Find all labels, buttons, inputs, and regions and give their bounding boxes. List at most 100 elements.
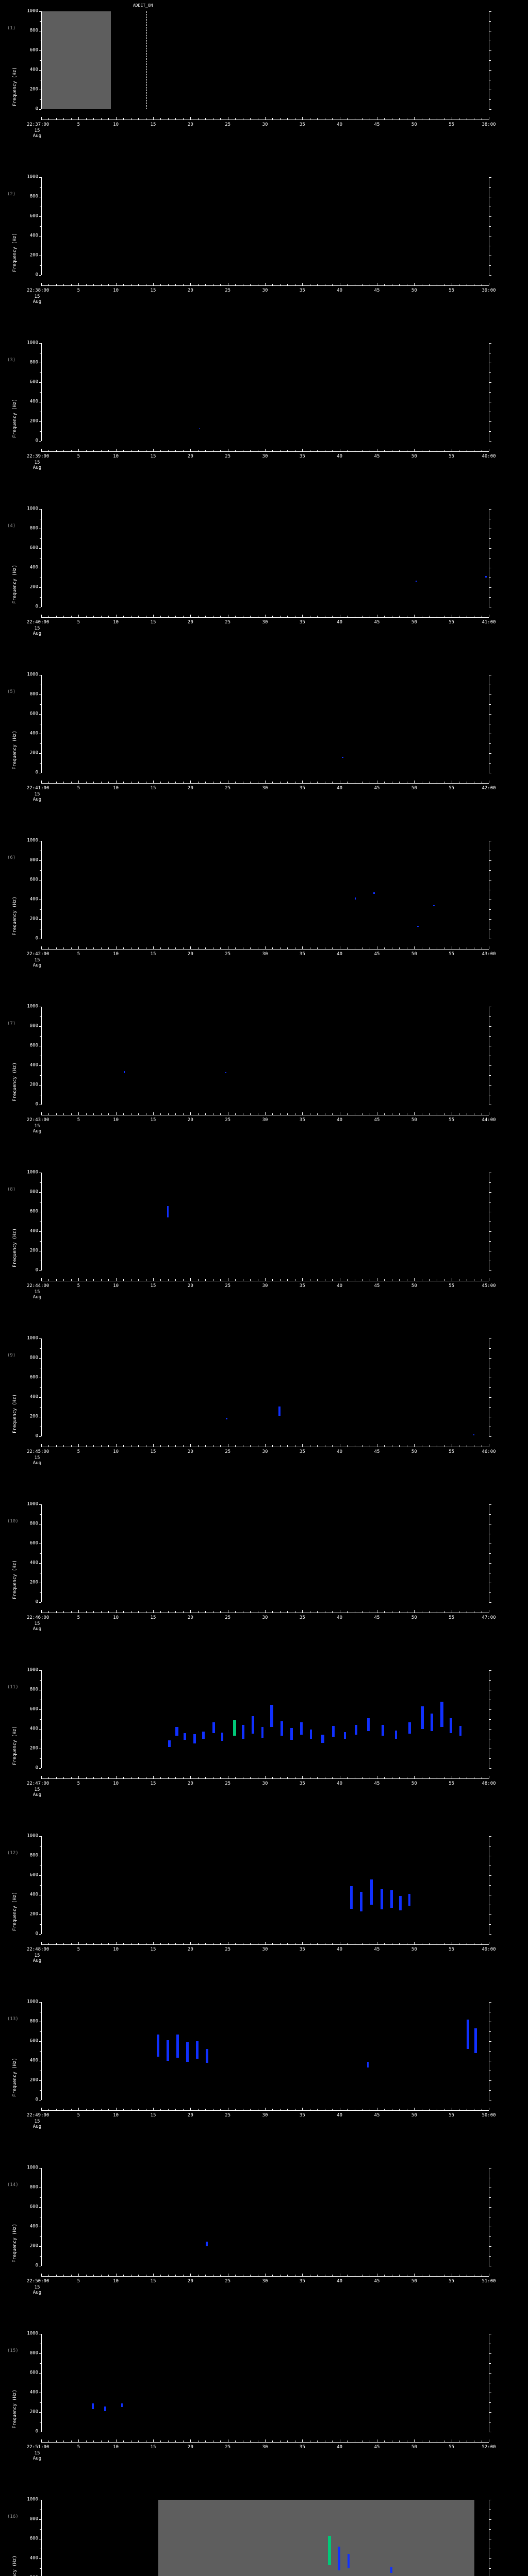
x-axis-tick-label: 10 (113, 952, 119, 957)
x-tick-minor (56, 947, 57, 949)
x-tick-major (265, 1776, 266, 1778)
y-tick-right (489, 548, 491, 549)
y-tick-minor (40, 431, 41, 432)
y-tick-right (489, 2246, 491, 2247)
y-tick-label: 400 (29, 399, 38, 404)
x-tick-major (153, 2439, 154, 2442)
y-tick (39, 216, 41, 217)
x-tick-minor (347, 1777, 348, 1778)
x-tick-minor (384, 1943, 385, 1944)
x-tick-minor (71, 1113, 72, 1115)
x-axis-tick-label: 5 (77, 2445, 80, 2450)
x-tick-minor (205, 1113, 206, 1115)
x-axis-tick-label: 5 (77, 122, 80, 127)
plot-area (41, 1338, 489, 1436)
y-tick-right (489, 1270, 491, 1271)
x-tick-minor (287, 118, 288, 120)
y-tick-right (489, 2412, 491, 2413)
x-tick-minor (86, 782, 87, 783)
x-tick-minor (101, 1113, 102, 1115)
x-tick-minor (317, 1445, 318, 1447)
x-axis-tick-label: 50 (411, 1615, 417, 1620)
y-tick-minor (40, 1885, 41, 1886)
x-tick-minor (63, 782, 64, 783)
panel-10: (10) Frequency (Hz) 0 200 400 600 800 1000 22:46… (0, 1493, 528, 1659)
x-tick-minor (175, 1279, 176, 1281)
x-tick-major (116, 1942, 117, 1944)
annotation-line (146, 11, 147, 109)
x-tick-minor (220, 782, 221, 783)
x-tick-minor (63, 2275, 64, 2276)
y-tick-label: 0 (35, 2429, 38, 2434)
x-tick-major (414, 117, 415, 120)
x-axis-date-month: Aug (32, 1958, 42, 1963)
x-tick-minor (183, 1279, 184, 1281)
y-tick (39, 694, 41, 695)
x-axis-tick-label: 5 (77, 288, 80, 293)
y-tick-label: 200 (29, 584, 38, 590)
x-tick-minor (399, 616, 400, 617)
x-tick-minor (347, 616, 348, 617)
y-axis-spine (41, 1670, 42, 1768)
x-tick-minor (138, 947, 139, 949)
x-tick-major (78, 1444, 79, 1447)
x-axis-date-day: 15 (34, 958, 40, 963)
y-tick-right (489, 1504, 491, 1505)
y-tick (39, 1358, 41, 1359)
y-tick (39, 2519, 41, 2520)
detection-mark (212, 1722, 215, 1733)
x-tick-minor (63, 284, 64, 285)
y-tick-right (489, 441, 491, 442)
x-axis-date-day: 15 (34, 2119, 40, 2124)
x-tick-minor (347, 118, 348, 120)
x-tick-minor (101, 1777, 102, 1778)
detection-mark (167, 2040, 170, 2061)
x-tick-minor (86, 450, 87, 451)
y-tick-right (489, 1231, 491, 1232)
y-tick (39, 109, 41, 110)
x-tick-major (78, 117, 79, 120)
x-tick-minor (101, 1611, 102, 1613)
y-tick (39, 714, 41, 715)
x-tick-minor (272, 1943, 273, 1944)
x-tick-minor (183, 118, 184, 120)
x-tick-minor (160, 450, 161, 451)
x-tick-minor (347, 2441, 348, 2442)
x-axis-tick-label: 25 (225, 454, 231, 459)
y-tick (39, 1768, 41, 1769)
x-tick-minor (123, 782, 124, 783)
y-tick (39, 1026, 41, 1027)
x-tick-minor (332, 947, 333, 949)
x-axis-tick-label: 35 (299, 1615, 305, 1620)
detection-mark (225, 1072, 227, 1074)
y-axis-title: Frequency (Hz) (12, 565, 18, 604)
x-tick-minor (220, 1445, 221, 1447)
x-tick-minor (429, 118, 430, 120)
x-tick-minor (197, 1943, 199, 1944)
y-tick-minor-right (489, 1036, 491, 1037)
x-tick-minor (347, 1445, 348, 1447)
x-axis-tick-label: 5 (77, 1781, 80, 1786)
x-axis-tick-label: 30 (262, 1781, 268, 1786)
x-axis-date-month: Aug (32, 1461, 42, 1466)
y-axis-title: Frequency (Hz) (12, 1560, 18, 1599)
y-tick-label: 200 (29, 1580, 38, 1585)
detection-mark (399, 1895, 402, 1911)
x-tick-minor (429, 2109, 430, 2110)
x-tick-minor (56, 450, 57, 451)
y-tick-label: 400 (29, 2555, 38, 2561)
y-tick-minor (40, 1758, 41, 1759)
x-tick-minor (347, 284, 348, 285)
x-axis-end-label: 47:00 (482, 1615, 496, 1620)
x-tick-major (190, 1112, 191, 1115)
x-axis-tick-label: 20 (187, 122, 193, 127)
y-axis-spine (41, 841, 42, 939)
x-tick-minor (183, 1113, 184, 1115)
x-tick-minor (205, 1943, 206, 1944)
y-tick-label: 800 (29, 194, 38, 199)
x-tick-minor (197, 947, 199, 949)
y-tick-minor (40, 1553, 41, 1554)
panel-index-label: (1) (7, 26, 16, 31)
x-tick-minor (160, 1611, 161, 1613)
x-tick-major (41, 781, 42, 783)
